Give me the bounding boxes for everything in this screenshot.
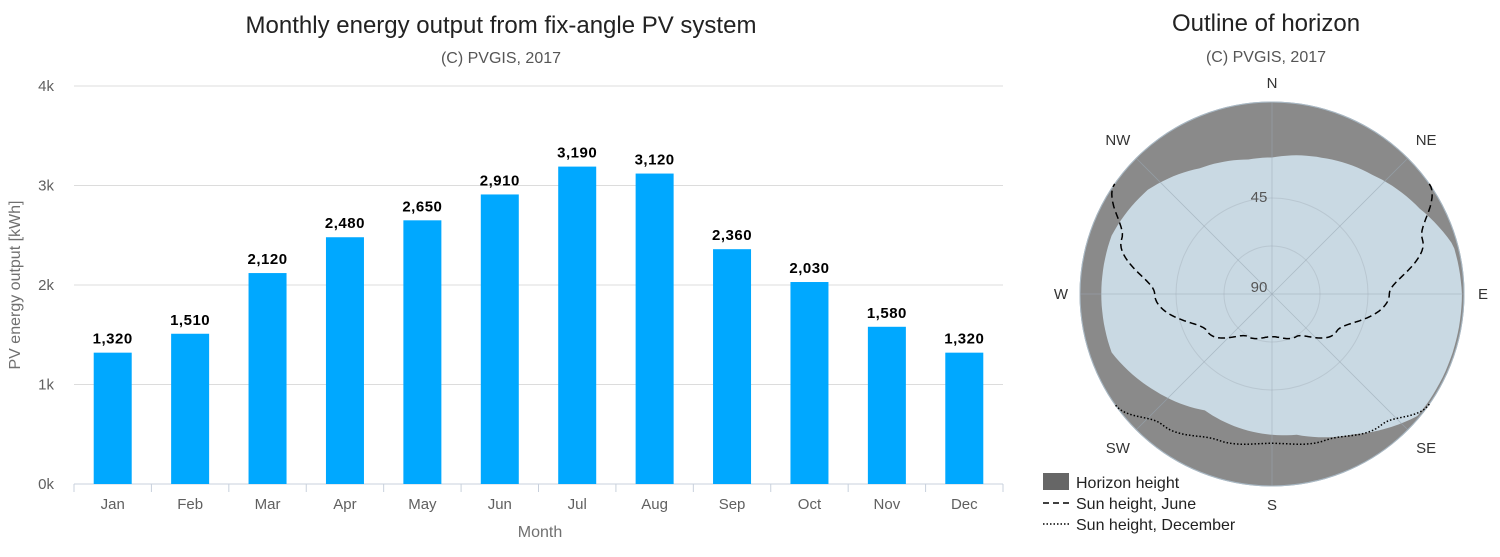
data-label-oct: 2,030 (789, 260, 829, 277)
y-tick-label: 4k (38, 78, 54, 95)
bar-dec (945, 352, 984, 484)
compass-label-e: E (1478, 286, 1488, 303)
bar-jun (480, 194, 519, 484)
bar-sep (713, 249, 752, 484)
x-tick-label-sep: Sep (719, 496, 746, 513)
sun-path-december (1114, 403, 1430, 445)
data-label-nov: 1,580 (867, 305, 907, 322)
bar-aug (635, 173, 674, 484)
ring-label-45: 45 (1251, 189, 1268, 206)
data-label-feb: 1,510 (170, 312, 210, 329)
x-tick-label-dec: Dec (951, 496, 978, 513)
bar-chart-subtitle: (C) PVGIS, 2017 (441, 50, 561, 67)
legend-label-horizon: Horizon height (1076, 475, 1180, 492)
y-tick-label: 3k (38, 178, 54, 195)
horizon-polar-plot: 45 90 N NE E SE S SW W NW (1054, 75, 1488, 514)
data-label-mar: 2,120 (248, 251, 288, 268)
data-label-sep: 2,360 (712, 227, 752, 244)
data-label-jul: 3,190 (557, 145, 597, 162)
bar-apr (325, 237, 364, 484)
bar-nov (867, 326, 906, 484)
y-tick-label: 2k (38, 277, 54, 294)
data-label-jan: 1,320 (93, 331, 133, 348)
compass-label-nw: NW (1105, 132, 1131, 149)
data-label-aug: 3,120 (635, 152, 675, 169)
x-tick-label-oct: Oct (798, 496, 822, 513)
x-tick-label-jul: Jul (568, 496, 587, 513)
y-tick-label: 0k (38, 476, 54, 493)
x-tick-label-mar: Mar (255, 496, 281, 513)
bar-oct (790, 282, 829, 484)
bar-chart-bars: 1,320 1,510 2,120 2,480 2,650 2,910 3,190 3,120… (93, 145, 984, 484)
legend-label-december: Sun height, December (1076, 517, 1236, 534)
compass-label-s: S (1267, 497, 1277, 514)
x-tick-label-jan: Jan (101, 496, 125, 513)
polar-spoke (1271, 293, 1409, 431)
legend-label-june: Sun height, June (1076, 496, 1196, 513)
horizon-legend: Horizon height Sun height, June Sun heig… (1043, 473, 1236, 534)
y-tick-label: 1k (38, 377, 54, 394)
data-label-apr: 2,480 (325, 215, 365, 232)
y-axis-title: PV energy output [kWh] (7, 201, 24, 370)
polar-outer-ring (1079, 101, 1465, 487)
bar-jul (558, 166, 597, 484)
bar-chart-grid: 0k 1k 2k 3k 4k (38, 78, 1003, 493)
x-tick-label-feb: Feb (177, 496, 203, 513)
compass-label-ne: NE (1416, 132, 1437, 149)
bar-mar (248, 273, 287, 484)
bar-chart-x-ticks: Jan Feb Mar Apr May Jun Jul Aug Sep Oct Nov Dec (73, 484, 1004, 513)
x-tick-label-may: May (408, 496, 437, 513)
bar-jan (93, 352, 132, 484)
horizon-chart-title: Outline of horizon (1172, 10, 1360, 37)
data-label-may: 2,650 (402, 198, 442, 215)
x-tick-label-apr: Apr (333, 496, 356, 513)
compass-label-sw: SW (1106, 440, 1131, 457)
horizon-chart-subtitle: (C) PVGIS, 2017 (1206, 49, 1326, 66)
bar-feb (171, 333, 210, 484)
compass-label-n: N (1267, 75, 1278, 92)
sun-path-june (1111, 183, 1433, 340)
x-tick-label-aug: Aug (641, 496, 668, 513)
x-tick-label-nov: Nov (874, 496, 901, 513)
legend-swatch-horizon (1043, 473, 1069, 490)
compass-label-se: SE (1416, 440, 1436, 457)
bar-may (403, 220, 442, 484)
polar-spoke (1271, 157, 1409, 295)
bar-chart-title: Monthly energy output from fix-angle PV … (246, 12, 757, 39)
x-tick-label-jun: Jun (488, 496, 512, 513)
polar-spoke (1135, 293, 1273, 431)
visible-sky-area (1101, 155, 1462, 438)
polar-spoke (1135, 157, 1273, 295)
compass-label-w: W (1054, 286, 1069, 303)
data-label-jun: 2,910 (480, 172, 520, 189)
data-label-dec: 1,320 (944, 331, 984, 348)
ring-label-90: 90 (1251, 279, 1268, 296)
x-axis-title: Month (518, 524, 562, 541)
